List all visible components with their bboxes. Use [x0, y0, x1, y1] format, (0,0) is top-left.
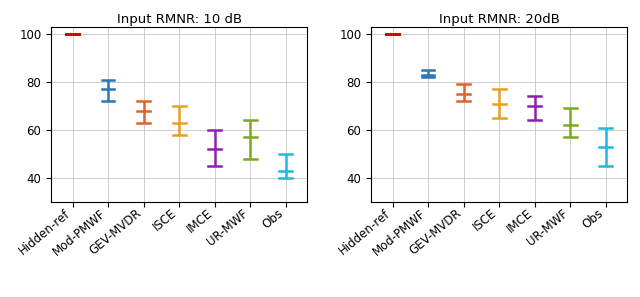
Title: Input RMNR: 20dB: Input RMNR: 20dB	[439, 12, 559, 26]
Title: Input RMNR: 10 dB: Input RMNR: 10 dB	[116, 12, 242, 26]
